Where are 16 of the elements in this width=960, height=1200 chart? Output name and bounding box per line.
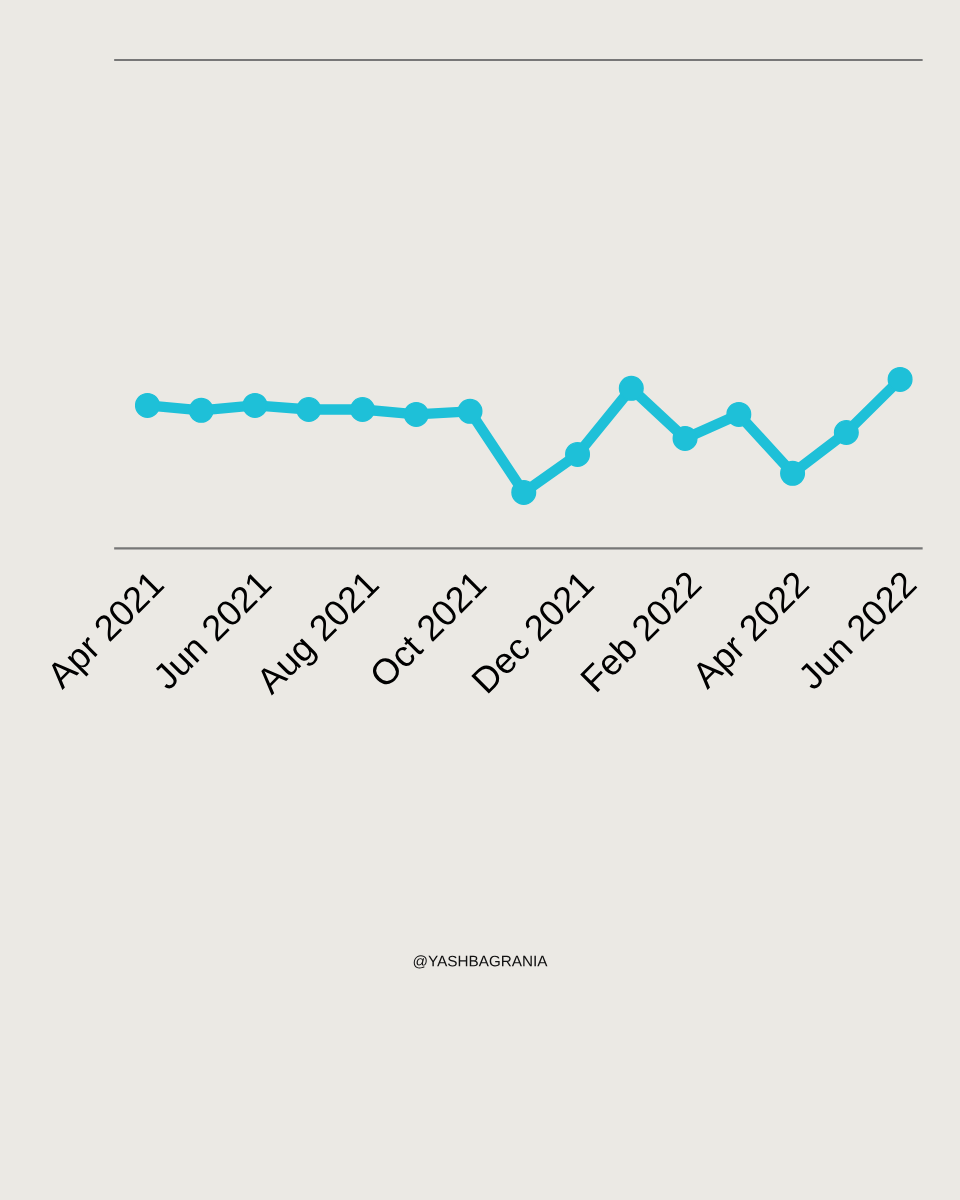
point: [511, 479, 537, 505]
point: [242, 392, 268, 418]
point: [403, 401, 429, 427]
point: [349, 396, 375, 422]
point: [296, 396, 322, 422]
point: [780, 460, 806, 486]
point: [833, 419, 859, 445]
point: [188, 397, 214, 423]
point: [887, 366, 913, 392]
point: [134, 392, 160, 418]
text: @YASHBAGRANIA: [413, 955, 548, 969]
point: [726, 401, 752, 427]
point: [565, 441, 591, 467]
point: [618, 375, 644, 401]
point: [672, 425, 698, 451]
point: [457, 398, 483, 424]
